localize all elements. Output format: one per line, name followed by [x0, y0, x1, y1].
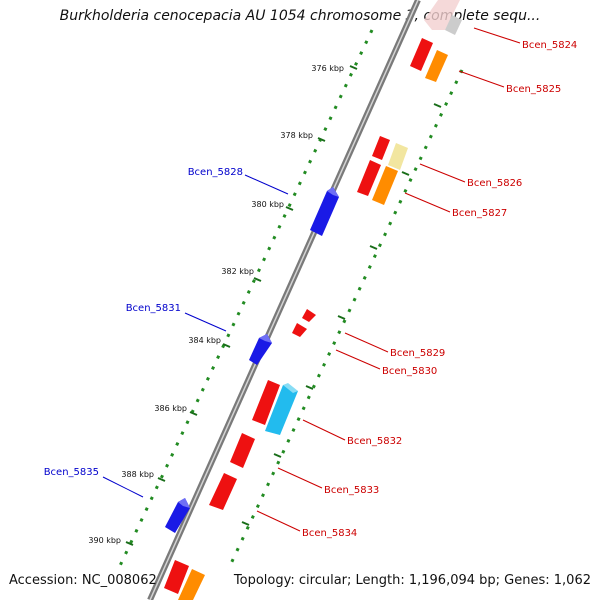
- gene-bcen-5827[interactable]: [372, 166, 398, 205]
- sequence-backbone-highlight: [149, 0, 419, 600]
- scale-label-382: 382 kbp: [221, 267, 254, 276]
- gene-bcen-5834[interactable]: [209, 473, 237, 510]
- scale-tick-376: 376 kbp: [311, 64, 358, 73]
- gene-label-bcen-5824[interactable]: Bcen_5824: [522, 40, 577, 51]
- gene-label-bcen-5832[interactable]: Bcen_5832: [347, 436, 402, 447]
- gene-label-bcen-5835[interactable]: Bcen_5835: [44, 467, 99, 478]
- gene-bcen-5833[interactable]: [230, 433, 255, 468]
- gene-label-bcen-5831[interactable]: Bcen_5831: [126, 303, 181, 314]
- map-title: Burkholderia cenocepacia AU 1054 chromos…: [59, 8, 541, 24]
- gene-label-bcen-5830[interactable]: Bcen_5830: [382, 366, 437, 377]
- topology-summary: Topology: circular; Length: 1,196,094 bp…: [233, 573, 591, 588]
- gene-bottom-partial[interactable]: [164, 560, 205, 600]
- gene-bcen-5832[interactable]: [252, 380, 298, 435]
- gene-label-bcen-5827[interactable]: Bcen_5827: [452, 208, 507, 219]
- scale-label-380: 380 kbp: [251, 200, 284, 209]
- scale-label-386: 386 kbp: [154, 404, 187, 413]
- scale-label-376: 376 kbp: [311, 64, 344, 73]
- scale-tick-390: 390 kbp: [88, 536, 134, 546]
- gene-label-bcen-5833[interactable]: Bcen_5833: [324, 485, 379, 496]
- gene-label-bcen-5829[interactable]: Bcen_5829: [390, 348, 445, 359]
- gene-label-bcen-5826[interactable]: Bcen_5826: [467, 178, 522, 189]
- gene-bcen-5825[interactable]: [425, 50, 448, 82]
- scale-label-388: 388 kbp: [121, 470, 154, 479]
- gene-bcen-5829[interactable]: [302, 309, 316, 322]
- scale-label-378: 378 kbp: [280, 131, 313, 140]
- scale-tick-386: 386 kbp: [154, 404, 198, 416]
- accession-text: Accession: NC_008062: [9, 573, 157, 588]
- gene-label-bcen-5828[interactable]: Bcen_5828: [188, 167, 243, 178]
- inner-track-ticks: [241, 103, 442, 526]
- gene-label-bcen-5825[interactable]: Bcen_5825: [506, 84, 561, 95]
- scale-label-384: 384 kbp: [188, 336, 221, 345]
- scale-tick-380: 380 kbp: [251, 200, 294, 211]
- scale-tick-378: 378 kbp: [280, 131, 326, 142]
- scale-tick-384: 384 kbp: [188, 336, 231, 348]
- scale-tick-382: 382 kbp: [221, 267, 262, 282]
- callout-lines: [102, 27, 521, 532]
- gene-bcen-5824[interactable]: [410, 0, 462, 71]
- gene-bcen-5828[interactable]: [310, 187, 339, 236]
- gene-bcen-5831[interactable]: [249, 334, 272, 365]
- gene-bcen-5830[interactable]: [292, 323, 307, 337]
- gene-label-bcen-5834[interactable]: Bcen_5834: [302, 528, 357, 539]
- gene-bcen-5835[interactable]: [165, 498, 190, 533]
- gene-bcen-5826[interactable]: [357, 136, 408, 196]
- scale-label-390: 390 kbp: [88, 536, 121, 545]
- scale-tick-388: 388 kbp: [121, 470, 166, 482]
- inner-dotted-track: [226, 69, 464, 571]
